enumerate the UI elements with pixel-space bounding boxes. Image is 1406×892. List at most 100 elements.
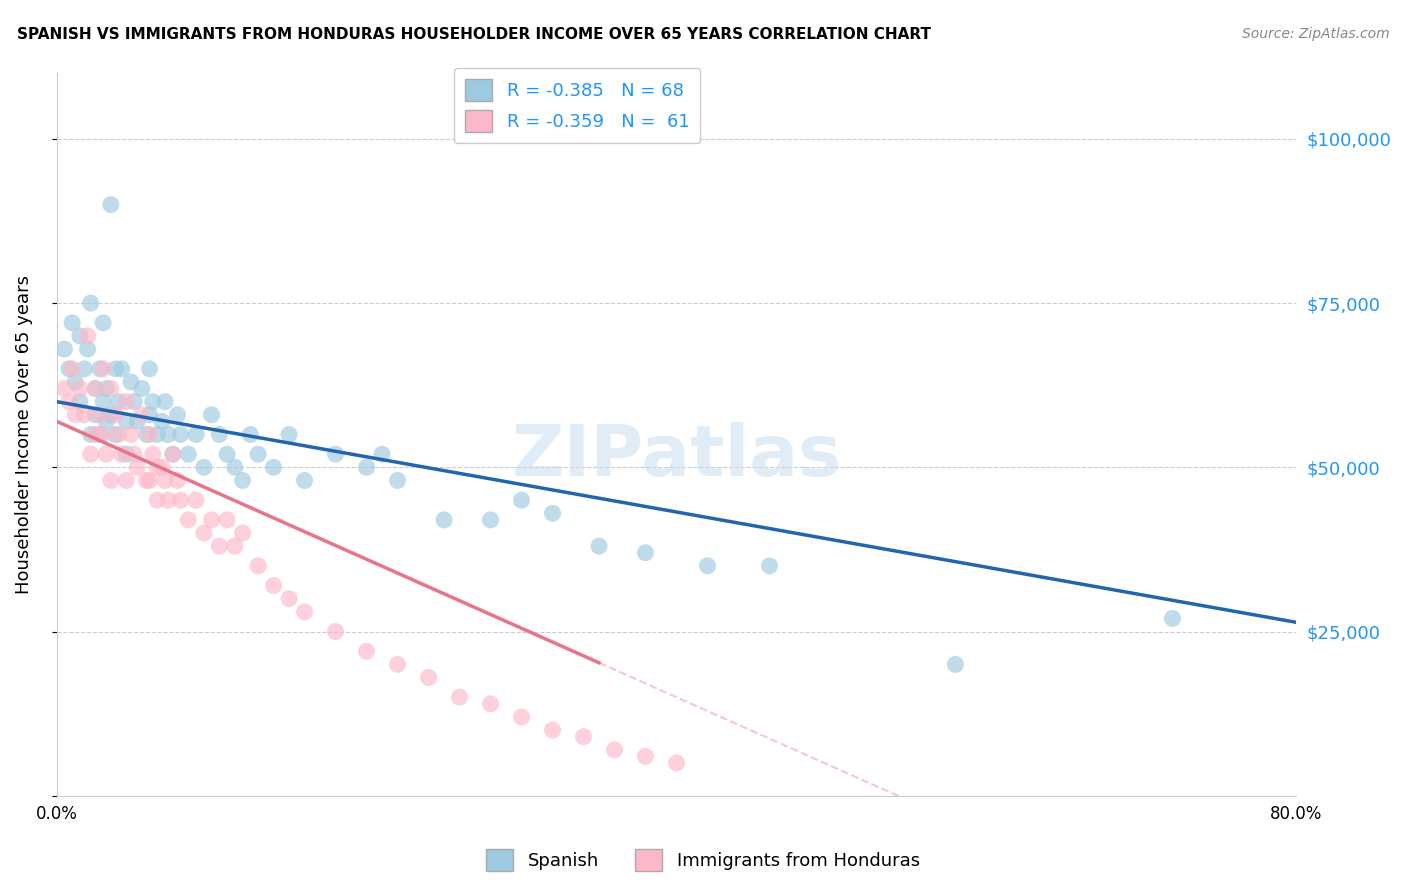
Point — [418, 671, 440, 685]
Point — [100, 197, 122, 211]
Point — [91, 361, 114, 376]
Point — [479, 697, 502, 711]
Point — [127, 460, 149, 475]
Point — [217, 447, 239, 461]
Point — [232, 526, 254, 541]
Point — [58, 361, 80, 376]
Point — [80, 296, 103, 310]
Point — [184, 493, 207, 508]
Point — [146, 427, 169, 442]
Text: Source: ZipAtlas.com: Source: ZipAtlas.com — [1241, 27, 1389, 41]
Point — [69, 394, 91, 409]
Point — [162, 447, 184, 461]
Point — [278, 591, 301, 606]
Point — [115, 414, 138, 428]
Point — [138, 474, 160, 488]
Point — [541, 506, 564, 520]
Point — [153, 394, 176, 409]
Legend: R = -0.385   N = 68, R = -0.359   N =  61: R = -0.385 N = 68, R = -0.359 N = 61 — [454, 68, 700, 143]
Point — [53, 342, 76, 356]
Point — [60, 361, 83, 376]
Point — [104, 361, 127, 376]
Point — [177, 513, 200, 527]
Point — [142, 394, 165, 409]
Point — [572, 730, 595, 744]
Point — [371, 447, 394, 461]
Point — [200, 513, 222, 527]
Point — [73, 408, 96, 422]
Point — [541, 723, 564, 737]
Point — [104, 408, 127, 422]
Point — [278, 427, 301, 442]
Point — [758, 558, 780, 573]
Point — [96, 447, 118, 461]
Point — [131, 382, 153, 396]
Point — [224, 539, 246, 553]
Point — [166, 474, 188, 488]
Legend: Spanish, Immigrants from Honduras: Spanish, Immigrants from Honduras — [479, 842, 927, 879]
Point — [80, 447, 103, 461]
Point — [91, 427, 114, 442]
Point — [96, 382, 118, 396]
Point — [696, 558, 718, 573]
Point — [63, 375, 86, 389]
Point — [69, 329, 91, 343]
Point — [479, 513, 502, 527]
Point — [146, 460, 169, 475]
Point — [157, 493, 180, 508]
Point — [53, 382, 76, 396]
Point — [510, 493, 533, 508]
Point — [169, 493, 191, 508]
Point — [76, 329, 98, 343]
Point — [588, 539, 610, 553]
Point — [263, 460, 285, 475]
Point — [115, 394, 138, 409]
Point — [166, 408, 188, 422]
Point — [138, 361, 160, 376]
Point — [603, 743, 626, 757]
Point — [122, 447, 145, 461]
Point — [247, 447, 270, 461]
Point — [433, 513, 456, 527]
Point — [73, 361, 96, 376]
Text: SPANISH VS IMMIGRANTS FROM HONDURAS HOUSEHOLDER INCOME OVER 65 YEARS CORRELATION: SPANISH VS IMMIGRANTS FROM HONDURAS HOUS… — [17, 27, 931, 42]
Point — [232, 474, 254, 488]
Point — [107, 394, 129, 409]
Point — [84, 382, 107, 396]
Point — [169, 427, 191, 442]
Point — [142, 447, 165, 461]
Point — [325, 447, 347, 461]
Point — [63, 408, 86, 422]
Point — [157, 427, 180, 442]
Point — [634, 749, 657, 764]
Point — [634, 546, 657, 560]
Point — [1161, 611, 1184, 625]
Point — [120, 427, 142, 442]
Point — [84, 427, 107, 442]
Point — [150, 414, 173, 428]
Point — [263, 578, 285, 592]
Point — [131, 408, 153, 422]
Point — [665, 756, 688, 770]
Point — [247, 558, 270, 573]
Point — [111, 447, 134, 461]
Point — [217, 513, 239, 527]
Point — [89, 361, 111, 376]
Point — [100, 474, 122, 488]
Point — [150, 460, 173, 475]
Point — [69, 382, 91, 396]
Point — [193, 460, 215, 475]
Point — [89, 427, 111, 442]
Point — [356, 460, 378, 475]
Point — [200, 408, 222, 422]
Point — [224, 460, 246, 475]
Point — [325, 624, 347, 639]
Point — [100, 382, 122, 396]
Point — [138, 408, 160, 422]
Point — [510, 710, 533, 724]
Point — [294, 605, 316, 619]
Point — [84, 382, 107, 396]
Point — [208, 427, 231, 442]
Point — [387, 657, 409, 672]
Point — [60, 316, 83, 330]
